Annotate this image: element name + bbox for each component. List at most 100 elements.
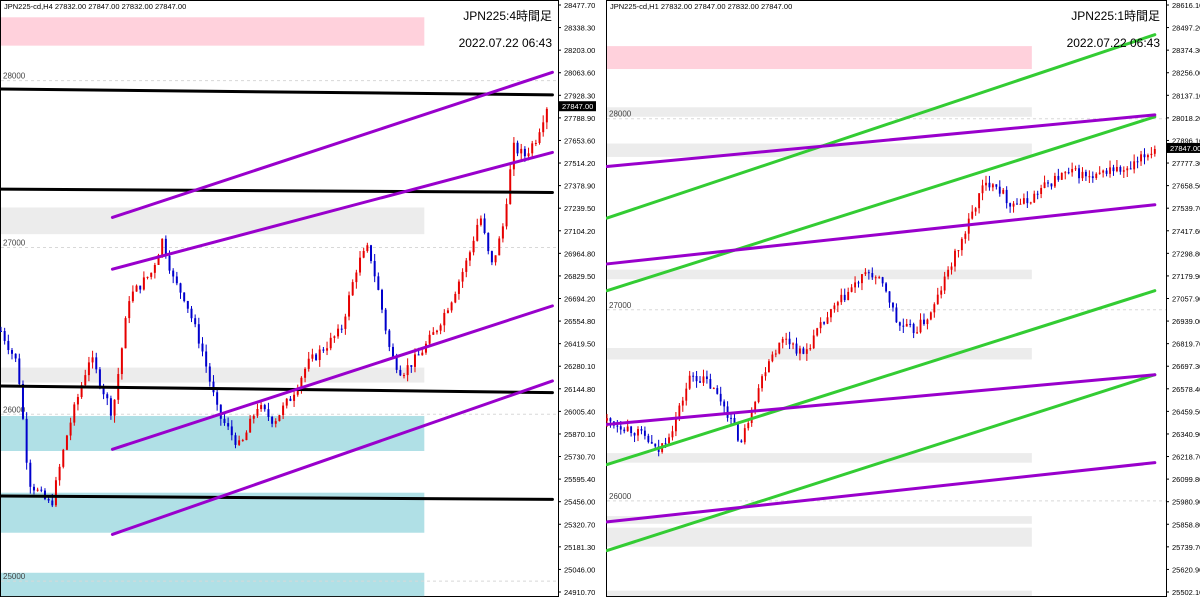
candle-body <box>1112 167 1115 172</box>
zone-support <box>1 572 425 597</box>
candle-body <box>399 369 402 376</box>
candle-body <box>671 431 674 438</box>
candle-body <box>1140 154 1142 162</box>
purple-channel-line[interactable] <box>110 304 554 451</box>
candle-body <box>757 388 760 402</box>
purple-channel-line[interactable] <box>606 373 1157 426</box>
purple-channel-line[interactable] <box>606 461 1157 524</box>
price-tick-label: 25046.00 <box>564 565 595 574</box>
price-tick-label: 27057.90 <box>1172 295 1200 304</box>
candle-body <box>175 276 178 284</box>
candle-body <box>719 393 722 402</box>
purple-channel-line[interactable] <box>606 203 1157 266</box>
candle-body <box>311 354 314 359</box>
candle-body <box>871 273 874 278</box>
green-channel-line[interactable] <box>606 115 1157 293</box>
candle-body <box>355 272 358 283</box>
price-tick-label: 28256.00 <box>1172 69 1200 78</box>
candle-body <box>743 428 746 443</box>
candle-body <box>740 440 743 443</box>
candle-body <box>978 193 981 209</box>
price-tick-label: 25980.90 <box>1172 498 1200 507</box>
candle-body <box>1133 161 1136 170</box>
chart-timestamp: 2022.07.22 06:43 <box>459 36 553 50</box>
candle-body <box>1002 189 1005 194</box>
last-price-label: 27847.00 <box>1170 144 1200 153</box>
candle-body <box>716 388 719 394</box>
candle-body <box>490 251 493 263</box>
candle-body <box>348 295 351 317</box>
price-tick-label: 27514.20 <box>564 159 595 168</box>
candle-body <box>197 324 200 344</box>
candle-body <box>809 348 812 350</box>
candle-body <box>413 354 416 367</box>
round-level-label: 27000 <box>609 301 632 310</box>
candle-body <box>640 429 643 431</box>
horizontal-trendline[interactable] <box>0 494 554 501</box>
chart-header: JPN225-cd,H1 27832.00 27847.00 27832.00 … <box>610 2 792 11</box>
zone-neutral <box>607 516 1032 524</box>
candle-body <box>157 255 160 265</box>
purple-channel-line[interactable] <box>606 113 1157 168</box>
purple-channel-line[interactable] <box>110 150 554 271</box>
zone-neutral <box>1 207 425 235</box>
candle-body <box>957 250 960 252</box>
price-tick-label: 26419.50 <box>564 340 595 349</box>
candle-body <box>230 426 233 436</box>
candle-body <box>421 352 424 356</box>
candle-body <box>1050 183 1053 187</box>
green-channel-line[interactable] <box>606 289 1157 467</box>
candle-body <box>857 282 860 284</box>
candle-body <box>293 394 296 401</box>
green-channel-line[interactable] <box>606 33 1157 220</box>
candle-body <box>542 122 545 133</box>
horizontal-trendline[interactable] <box>0 384 554 395</box>
chart-panel-h4: 28000 27000 26000 25000 JPN225-cd,H4 27832.0… <box>0 0 596 598</box>
candle-body <box>1129 168 1132 170</box>
candle-body <box>1064 172 1067 174</box>
price-tick-label: 25181.30 <box>564 543 595 552</box>
candle-body <box>351 282 354 296</box>
candle-body <box>854 282 857 288</box>
round-level-label: 25000 <box>3 572 26 581</box>
candle-body <box>153 264 156 273</box>
price-tick-label: 26218.70 <box>1172 453 1200 462</box>
candle-body <box>767 361 770 373</box>
zone-neutral <box>607 269 1032 280</box>
candle-body <box>73 404 76 423</box>
chart-timestamp: 2022.07.22 06:43 <box>1067 36 1161 50</box>
candle-body <box>142 277 145 290</box>
candle-body <box>124 318 127 349</box>
candle-body <box>186 301 189 309</box>
candle-body <box>692 375 695 377</box>
purple-channel-line[interactable] <box>110 70 554 219</box>
candle-body <box>274 421 277 424</box>
horizontal-trendline[interactable] <box>0 187 554 194</box>
candle-body <box>1105 170 1108 174</box>
candle-body <box>377 276 380 290</box>
candle-body <box>764 372 767 377</box>
candle-body <box>850 287 853 292</box>
candle-body <box>985 182 987 186</box>
candle-body <box>736 423 739 441</box>
candle-body <box>402 375 405 377</box>
purple-channel-line[interactable] <box>110 379 554 536</box>
candle-body <box>523 148 526 157</box>
candle-body <box>630 426 633 434</box>
plot-area <box>606 0 1167 597</box>
candle-body <box>391 346 394 358</box>
candle-body <box>76 397 79 405</box>
candle-body <box>1088 176 1091 178</box>
candle-body <box>120 348 123 375</box>
zone-neutral <box>607 590 1032 597</box>
candle-body <box>1040 187 1043 194</box>
green-channel-line[interactable] <box>606 373 1157 553</box>
price-tick-label: 27539.70 <box>1172 204 1200 213</box>
candle-body <box>702 376 705 383</box>
candle-body <box>830 309 832 318</box>
candle-body <box>318 349 321 360</box>
candle-body <box>954 250 956 267</box>
price-tick-label: 28018.20 <box>1172 114 1200 123</box>
candle-body <box>14 353 17 359</box>
horizontal-trendline[interactable] <box>0 87 554 97</box>
